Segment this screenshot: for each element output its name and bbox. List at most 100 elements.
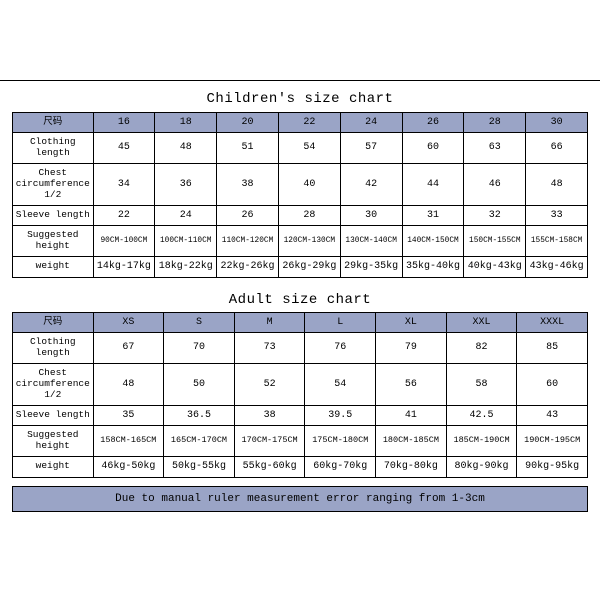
table-row: Chest circumference 1/2 34 36 38 40 42 4… bbox=[13, 163, 588, 205]
children-table-title: Children's size chart bbox=[13, 85, 588, 112]
cell: 31 bbox=[402, 205, 464, 226]
table-row: Adult size chart bbox=[13, 286, 588, 313]
size-header: 16 bbox=[93, 112, 155, 133]
cell: 82 bbox=[446, 333, 517, 364]
measurement-note: Due to manual ruler measurement error ra… bbox=[12, 486, 588, 512]
cell: 35 bbox=[93, 405, 164, 426]
size-header: M bbox=[234, 312, 305, 333]
cell: 180CM-185CM bbox=[376, 426, 447, 457]
cell: 50kg-55kg bbox=[164, 457, 235, 478]
cell: 14kg-17kg bbox=[93, 257, 155, 278]
row-label: Clothing length bbox=[13, 133, 94, 164]
cell: 60 bbox=[402, 133, 464, 164]
cell: 26 bbox=[217, 205, 279, 226]
cell: 22kg-26kg bbox=[217, 257, 279, 278]
size-header: 22 bbox=[278, 112, 340, 133]
table-row: Suggested height 158CM-165CM 165CM-170CM… bbox=[13, 426, 588, 457]
cell: 54 bbox=[278, 133, 340, 164]
size-header: 30 bbox=[526, 112, 588, 133]
cell: 44 bbox=[402, 163, 464, 205]
row-label: Chest circumference 1/2 bbox=[13, 163, 94, 205]
cell: 48 bbox=[155, 133, 217, 164]
cell: 45 bbox=[93, 133, 155, 164]
cell: 48 bbox=[526, 163, 588, 205]
row-label: Clothing length bbox=[13, 333, 94, 364]
adult-header-row: 尺码 XS S M L XL XXL XXXL bbox=[13, 312, 588, 333]
table-row: Suggested height 90CM-100CM 100CM-110CM … bbox=[13, 226, 588, 257]
cell: 80kg-90kg bbox=[446, 457, 517, 478]
row-label: weight bbox=[13, 257, 94, 278]
cell: 120CM-130CM bbox=[278, 226, 340, 257]
size-header: 28 bbox=[464, 112, 526, 133]
row-label: Sleeve length bbox=[13, 405, 94, 426]
cell: 76 bbox=[305, 333, 376, 364]
cell: 85 bbox=[517, 333, 588, 364]
cell: 41 bbox=[376, 405, 447, 426]
cell: 175CM-180CM bbox=[305, 426, 376, 457]
cell: 54 bbox=[305, 363, 376, 405]
cell: 57 bbox=[340, 133, 402, 164]
cell: 140CM-150CM bbox=[402, 226, 464, 257]
row-label: Sleeve length bbox=[13, 205, 94, 226]
cell: 24 bbox=[155, 205, 217, 226]
table-row: weight 46kg-50kg 50kg-55kg 55kg-60kg 60k… bbox=[13, 457, 588, 478]
cell: 30 bbox=[340, 205, 402, 226]
cell: 60kg-70kg bbox=[305, 457, 376, 478]
children-size-table: Children's size chart 尺码 16 18 20 22 24 … bbox=[12, 85, 588, 277]
cell: 100CM-110CM bbox=[155, 226, 217, 257]
cell: 150CM-155CM bbox=[464, 226, 526, 257]
size-header: 20 bbox=[217, 112, 279, 133]
row-label: weight bbox=[13, 457, 94, 478]
table-row: Chest circumference 1/2 48 50 52 54 56 5… bbox=[13, 363, 588, 405]
cell: 60 bbox=[517, 363, 588, 405]
table-row: Sleeve length 22 24 26 28 30 31 32 33 bbox=[13, 205, 588, 226]
size-header: XXL bbox=[446, 312, 517, 333]
table-row: weight 14kg-17kg 18kg-22kg 22kg-26kg 26k… bbox=[13, 257, 588, 278]
cell: 52 bbox=[234, 363, 305, 405]
cell: 56 bbox=[376, 363, 447, 405]
cell: 39.5 bbox=[305, 405, 376, 426]
cell: 73 bbox=[234, 333, 305, 364]
size-header: 18 bbox=[155, 112, 217, 133]
adult-size-table: Adult size chart 尺码 XS S M L XL XXL XXXL… bbox=[12, 286, 588, 478]
cell: 35kg-40kg bbox=[402, 257, 464, 278]
table-row: Clothing length 45 48 51 54 57 60 63 66 bbox=[13, 133, 588, 164]
cell: 43kg-46kg bbox=[526, 257, 588, 278]
cell: 26kg-29kg bbox=[278, 257, 340, 278]
cell: 43 bbox=[517, 405, 588, 426]
cell: 67 bbox=[93, 333, 164, 364]
cell: 40kg-43kg bbox=[464, 257, 526, 278]
cell: 40 bbox=[278, 163, 340, 205]
cell: 36.5 bbox=[164, 405, 235, 426]
size-label-header: 尺码 bbox=[13, 112, 94, 133]
cell: 110CM-120CM bbox=[217, 226, 279, 257]
cell: 32 bbox=[464, 205, 526, 226]
cell: 130CM-140CM bbox=[340, 226, 402, 257]
cell: 48 bbox=[93, 363, 164, 405]
cell: 155CM-158CM bbox=[526, 226, 588, 257]
cell: 46kg-50kg bbox=[93, 457, 164, 478]
size-header: 26 bbox=[402, 112, 464, 133]
cell: 51 bbox=[217, 133, 279, 164]
table-row: Sleeve length 35 36.5 38 39.5 41 42.5 43 bbox=[13, 405, 588, 426]
cell: 90CM-100CM bbox=[93, 226, 155, 257]
adult-table-title: Adult size chart bbox=[13, 286, 588, 313]
row-label: Chest circumference 1/2 bbox=[13, 363, 94, 405]
size-header: XL bbox=[376, 312, 447, 333]
cell: 28 bbox=[278, 205, 340, 226]
cell: 63 bbox=[464, 133, 526, 164]
cell: 42.5 bbox=[446, 405, 517, 426]
size-header: 24 bbox=[340, 112, 402, 133]
cell: 190CM-195CM bbox=[517, 426, 588, 457]
cell: 34 bbox=[93, 163, 155, 205]
cell: 158CM-165CM bbox=[93, 426, 164, 457]
table-row: Clothing length 67 70 73 76 79 82 85 bbox=[13, 333, 588, 364]
children-header-row: 尺码 16 18 20 22 24 26 28 30 bbox=[13, 112, 588, 133]
cell: 170CM-175CM bbox=[234, 426, 305, 457]
size-header: XXXL bbox=[517, 312, 588, 333]
cell: 79 bbox=[376, 333, 447, 364]
cell: 18kg-22kg bbox=[155, 257, 217, 278]
cell: 42 bbox=[340, 163, 402, 205]
cell: 50 bbox=[164, 363, 235, 405]
size-header: L bbox=[305, 312, 376, 333]
